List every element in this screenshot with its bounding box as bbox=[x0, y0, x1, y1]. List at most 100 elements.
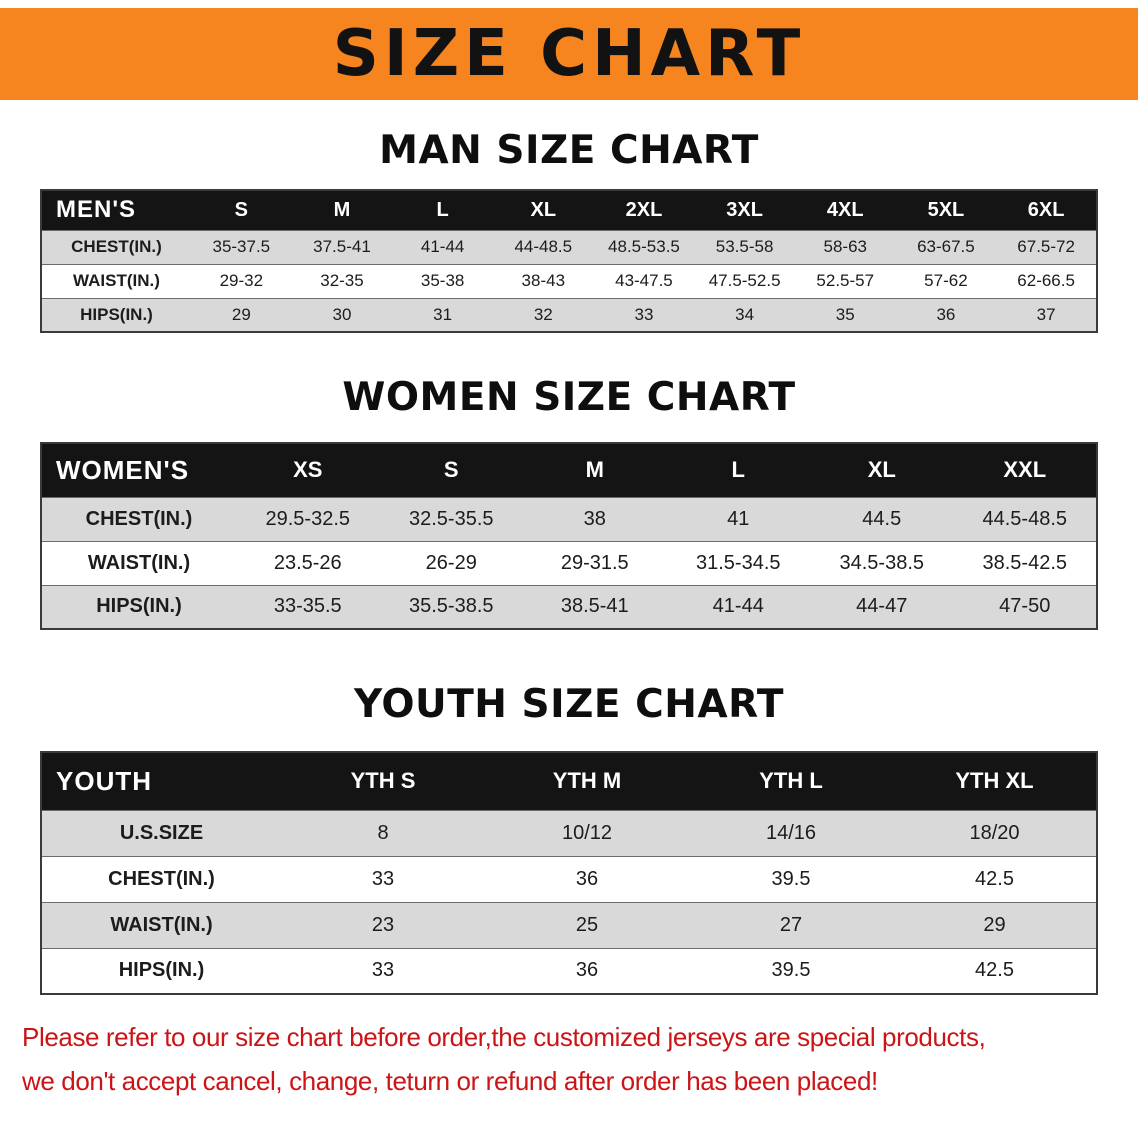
table-header-row: MEN'S S M L XL 2XL 3XL 4XL 5XL 6XL bbox=[41, 190, 1097, 230]
row-label: U.S.SIZE bbox=[119, 821, 204, 844]
size-column-header: XL bbox=[530, 198, 557, 221]
size-value: 41-44 bbox=[712, 595, 764, 618]
size-value: 29.5-32.5 bbox=[265, 507, 350, 530]
women-section-heading: WOMEN SIZE CHART bbox=[342, 375, 796, 420]
size-value: 62-66.5 bbox=[1017, 271, 1075, 290]
size-value: 31.5-34.5 bbox=[695, 551, 781, 574]
size-value: 37.5-41 bbox=[313, 237, 371, 256]
size-column-header: S bbox=[443, 457, 459, 483]
men-size-section: MAN SIZE CHART MEN'S S M L XL 2XL 3XL 4XL 5XL 6XL… bbox=[0, 128, 1138, 333]
table-row: CHEST(IN.) 35-37.5 37.5-41 41-44 44-48.5 48.5… bbox=[41, 230, 1097, 264]
size-value: 44-48.5 bbox=[514, 237, 573, 256]
size-value: 33 bbox=[634, 304, 654, 324]
size-value: 37 bbox=[1036, 304, 1056, 324]
size-value: 39.5 bbox=[771, 959, 811, 982]
row-label: WAIST(IN.) bbox=[87, 551, 191, 574]
size-value: 48.5-53.5 bbox=[608, 237, 680, 256]
size-value: 30 bbox=[332, 304, 352, 324]
size-column-header: YTH M bbox=[552, 768, 622, 794]
size-column-header: 6XL bbox=[1027, 198, 1065, 221]
women-size-section: WOMEN SIZE CHART WOMEN'S XS S M L XL XXL CHEST(… bbox=[0, 375, 1138, 630]
table-row: HIPS(IN.) 33 36 39.5 42.5 bbox=[41, 948, 1097, 994]
size-column-header: YTH S bbox=[350, 768, 416, 794]
size-value: 47.5-52.5 bbox=[708, 271, 781, 290]
table-row: CHEST(IN.) 33 36 39.5 42.5 bbox=[41, 856, 1097, 902]
size-value: 44-47 bbox=[856, 595, 908, 618]
size-value: 10/12 bbox=[561, 821, 613, 844]
size-column-header: L bbox=[731, 457, 745, 483]
table-header-row: WOMEN'S XS S M L XL XXL bbox=[41, 443, 1097, 497]
size-column-header: L bbox=[436, 198, 449, 221]
youth-section-heading: YOUTH SIZE CHART bbox=[354, 682, 784, 727]
table-row: HIPS(IN.) 29 30 31 32 33 34 35 36 37 bbox=[41, 298, 1097, 332]
size-value: 33 bbox=[371, 959, 395, 982]
size-value: 57-62 bbox=[924, 271, 968, 290]
size-column-header: M bbox=[333, 198, 351, 221]
row-label: CHEST(IN.) bbox=[71, 237, 162, 256]
size-column-header: YTH XL bbox=[955, 768, 1034, 794]
size-value: 34 bbox=[735, 304, 755, 324]
size-value: 23.5-26 bbox=[273, 551, 342, 574]
size-chart-banner: SIZE CHART bbox=[0, 8, 1138, 100]
size-value: 38.5-42.5 bbox=[982, 551, 1067, 574]
size-value: 47-50 bbox=[999, 595, 1051, 618]
size-value: 38-43 bbox=[521, 271, 566, 290]
size-value: 31 bbox=[433, 304, 453, 324]
size-value: 36 bbox=[575, 867, 599, 890]
size-value: 42.5 bbox=[975, 867, 1014, 890]
men-section-heading: MAN SIZE CHART bbox=[379, 128, 759, 173]
disclaimer-line-1: Please refer to our size chart before or… bbox=[22, 1022, 986, 1052]
size-value: 25 bbox=[575, 913, 599, 936]
page-title: SIZE CHART bbox=[332, 17, 806, 91]
size-value: 33-35.5 bbox=[273, 595, 342, 618]
women-size-table: WOMEN'S XS S M L XL XXL CHEST(IN.) 29.5-32.5 32.5… bbox=[40, 442, 1098, 630]
row-label: WAIST(IN.) bbox=[73, 271, 160, 290]
size-value: 67.5-72 bbox=[1017, 237, 1075, 256]
size-value: 29 bbox=[983, 913, 1006, 936]
row-label: WAIST(IN.) bbox=[110, 913, 213, 936]
size-column-header: XS bbox=[293, 457, 323, 483]
size-value: 52.5-57 bbox=[816, 271, 875, 290]
table-row: WAIST(IN.) 23 25 27 29 bbox=[41, 902, 1097, 948]
size-value: 39.5 bbox=[771, 867, 811, 890]
size-value: 35-37.5 bbox=[212, 237, 271, 256]
men-size-table: MEN'S S M L XL 2XL 3XL 4XL 5XL 6XL CHEST(IN.) 35-37… bbox=[40, 189, 1098, 333]
size-value: 41-44 bbox=[420, 237, 465, 256]
size-column-header: XL bbox=[867, 457, 896, 483]
size-value: 38 bbox=[583, 507, 606, 530]
size-value: 32.5-35.5 bbox=[408, 507, 494, 530]
size-value: 29-31.5 bbox=[560, 551, 629, 574]
size-value: 18/20 bbox=[969, 821, 1020, 844]
size-value: 42.5 bbox=[975, 959, 1014, 982]
size-column-header: 5XL bbox=[927, 198, 965, 221]
size-value: 44.5 bbox=[862, 507, 902, 530]
size-value: 14/16 bbox=[765, 821, 817, 844]
row-label: CHEST(IN.) bbox=[85, 507, 193, 530]
size-value: 8 bbox=[377, 821, 389, 844]
size-value: 36 bbox=[936, 304, 956, 324]
table-corner-label: MEN'S bbox=[56, 196, 137, 224]
table-corner-label: YOUTH bbox=[56, 765, 152, 796]
size-value: 43-47.5 bbox=[615, 271, 673, 290]
size-value: 32-35 bbox=[320, 271, 364, 290]
table-row: WAIST(IN.) 23.5-26 26-29 29-31.5 31.5-34.5 34… bbox=[41, 541, 1097, 585]
size-value: 36 bbox=[575, 959, 599, 982]
size-value: 35 bbox=[835, 304, 855, 324]
size-column-header: M bbox=[585, 457, 604, 483]
size-value: 29-32 bbox=[219, 271, 264, 290]
row-label: HIPS(IN.) bbox=[118, 959, 205, 982]
size-value: 27 bbox=[779, 913, 803, 936]
table-corner-label: WOMEN'S bbox=[56, 454, 190, 485]
size-value: 35-38 bbox=[420, 271, 465, 290]
size-column-header: 4XL bbox=[826, 198, 864, 221]
disclaimer: Please refer to our size chart before or… bbox=[0, 1015, 1138, 1103]
size-column-header: XXL bbox=[1003, 457, 1047, 483]
size-value: 29 bbox=[231, 304, 251, 324]
table-header-row: YOUTH YTH S YTH M YTH L YTH XL bbox=[41, 752, 1097, 810]
table-row: CHEST(IN.) 29.5-32.5 32.5-35.5 38 41 44.5 44.5… bbox=[41, 497, 1097, 541]
disclaimer-line-2: we don't accept cancel, change, teturn o… bbox=[22, 1066, 878, 1097]
size-column-header: 3XL bbox=[726, 198, 763, 221]
youth-size-section: YOUTH SIZE CHART YOUTH YTH S YTH M YTH L YTH… bbox=[0, 682, 1138, 995]
row-label: CHEST(IN.) bbox=[108, 867, 215, 890]
size-value: 53.5-58 bbox=[715, 237, 774, 256]
